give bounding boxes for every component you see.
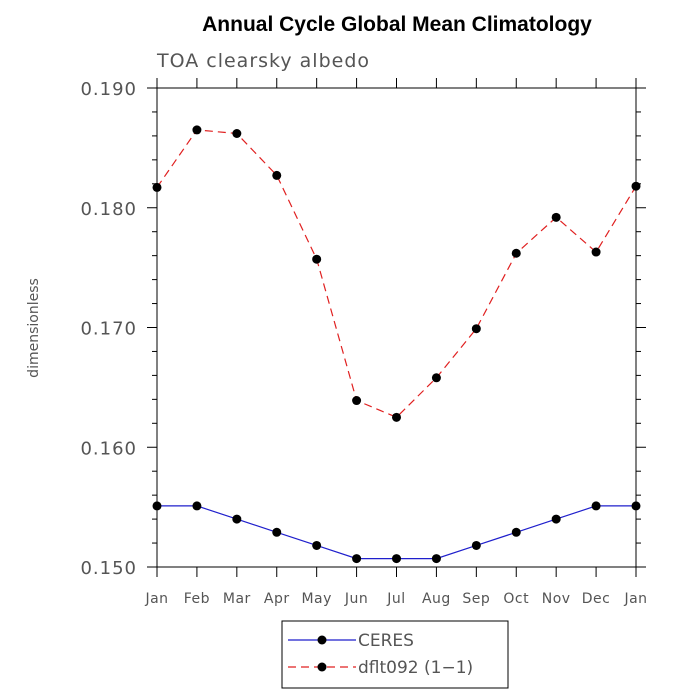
series-1-point	[551, 212, 561, 222]
x-tick-label: Apr	[264, 591, 290, 607]
series-1-point	[631, 181, 641, 191]
y-tick-label: 0.190	[80, 79, 137, 100]
x-tick-label: Jun	[344, 591, 368, 607]
series-0-point	[591, 501, 601, 511]
x-tick-label: Aug	[422, 591, 451, 607]
series-0-point	[511, 527, 521, 537]
series-0-point	[352, 554, 362, 564]
series-0-point	[152, 501, 162, 511]
series-line-0	[157, 505, 636, 560]
y-axis-label: dimensionless	[26, 278, 42, 378]
legend-label-1: dflt092 (1−1)	[358, 658, 473, 678]
series-0-point	[471, 540, 481, 550]
x-tick-label: Mar	[223, 591, 251, 607]
series-1-point	[192, 125, 202, 135]
plot-area-frame	[156, 87, 637, 568]
legend-label-0: CERES	[358, 631, 414, 651]
series-1-point	[392, 412, 401, 422]
series-0-point	[312, 540, 322, 550]
series-0-point	[431, 554, 441, 564]
x-tick-label: Jan	[144, 591, 168, 607]
axis-ticks: 0.150 0.160 0.170 0.180 0.190 Jan Feb Mar Apr May…	[80, 78, 647, 607]
series-1-point	[591, 247, 601, 257]
series-0-point	[272, 527, 282, 537]
series-1-point	[312, 254, 322, 264]
legend: CERES dflt092 (1−1)	[281, 620, 509, 689]
series-1-point	[511, 248, 521, 258]
x-tick-label: Feb	[184, 591, 210, 607]
legend-marker-0	[317, 635, 327, 645]
x-tick-label: Oct	[503, 591, 529, 607]
series-1-point	[352, 396, 362, 406]
series-0-point	[631, 501, 641, 511]
series-1-point	[471, 324, 481, 334]
chart-title: Annual Cycle Global Mean Climatology	[202, 13, 592, 36]
x-tick-label: Sep	[462, 591, 490, 607]
legend-box	[281, 620, 509, 689]
y-tick-label: 0.170	[80, 319, 137, 340]
x-tick-label: Dec	[582, 591, 611, 607]
series-1-point	[232, 129, 242, 139]
series-1-point	[152, 182, 162, 192]
y-tick-label: 0.160	[80, 438, 137, 459]
x-tick-label: Jan	[623, 591, 647, 607]
chart-subtitle: TOA clearsky albedo	[156, 50, 370, 72]
x-tick-label: Jul	[386, 591, 405, 607]
x-tick-label: May	[301, 591, 331, 607]
series-0-point	[551, 514, 561, 524]
y-tick-label: 0.150	[80, 558, 137, 579]
series-1-point	[431, 373, 441, 383]
series-0-point	[192, 501, 202, 511]
y-tick-label: 0.180	[80, 199, 137, 220]
legend-marker-1	[317, 662, 327, 672]
series-0-point	[232, 514, 242, 524]
series-1-point	[272, 170, 282, 180]
x-tick-label: Nov	[542, 591, 571, 607]
series-line-1	[156, 129, 637, 419]
series-layer	[152, 125, 641, 564]
series-0-point	[392, 554, 401, 564]
